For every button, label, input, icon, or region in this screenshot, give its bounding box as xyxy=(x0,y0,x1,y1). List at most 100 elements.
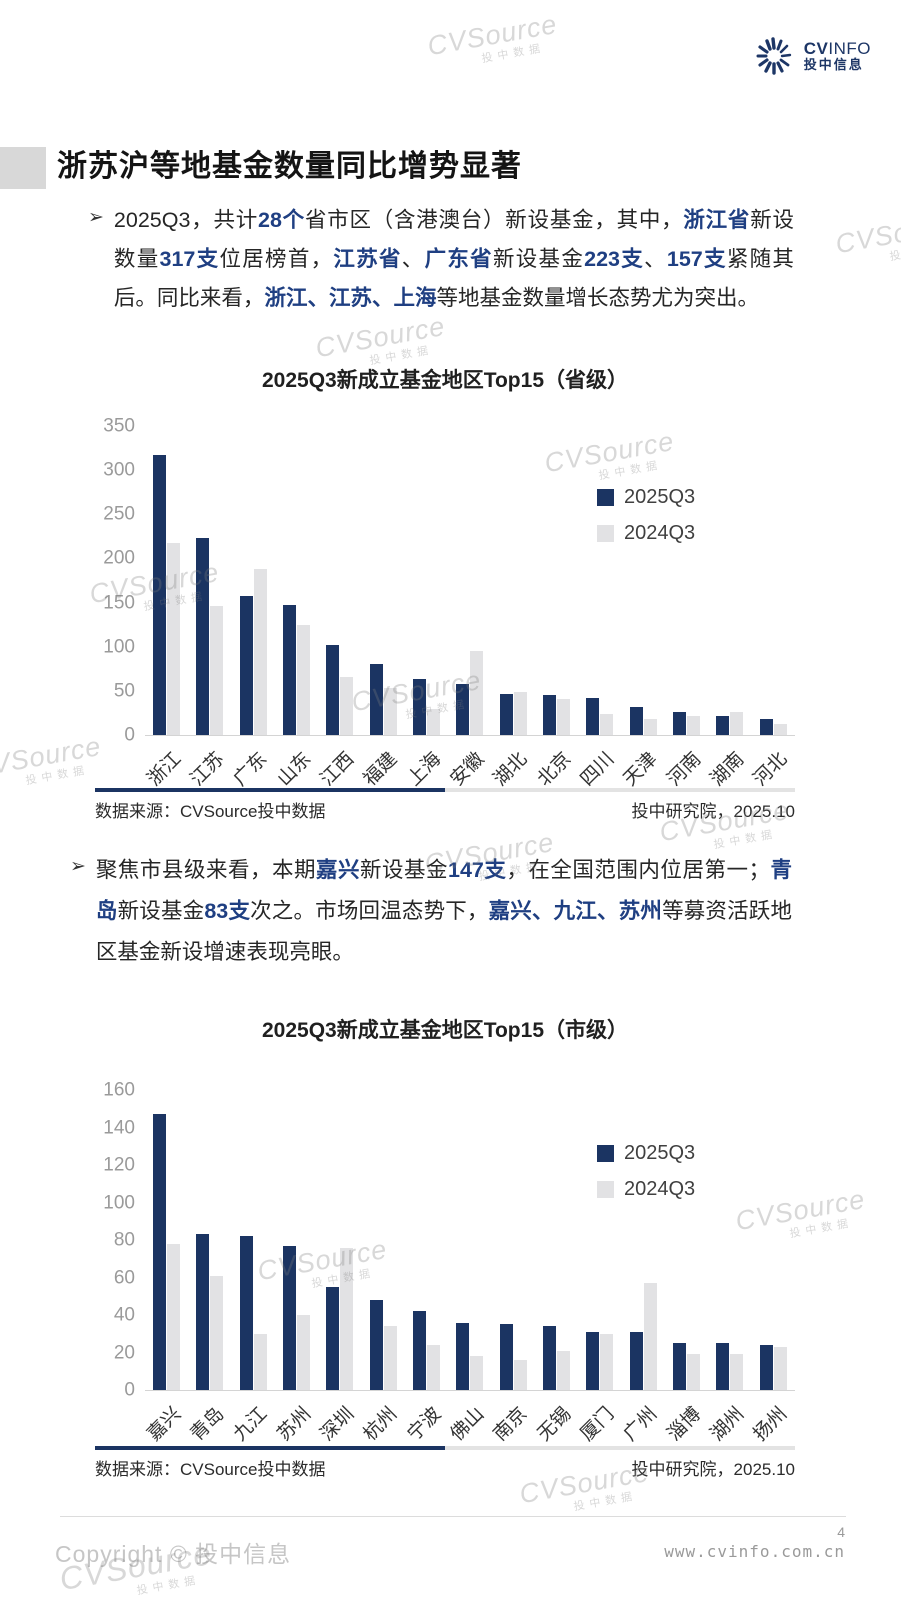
y-axis-label: 300 xyxy=(103,459,135,481)
highlighted-text: 嘉兴 xyxy=(315,858,360,882)
x-axis-tick: 广东 xyxy=(230,736,272,791)
x-axis-tick: 扬州 xyxy=(750,1391,792,1446)
x-axis-label-深圳: 深圳 xyxy=(316,1403,359,1446)
x-axis-label-青岛: 青岛 xyxy=(186,1403,229,1446)
y-axis-label: 140 xyxy=(103,1117,135,1138)
bar-2025Q3-江西 xyxy=(326,644,340,735)
highlighted-text: 青岛 xyxy=(95,858,792,923)
body-text: 聚焦市县级来看，本期 xyxy=(95,858,316,882)
bar-2024Q3-河南 xyxy=(687,715,701,735)
x-axis-tick: 天津 xyxy=(620,736,662,791)
x-axis-tick: 宁波 xyxy=(403,1391,445,1446)
paragraph-text: 聚焦市县级来看，本期嘉兴新设基金147支，在全国范围内位居第一；青岛新设基金83… xyxy=(96,850,792,973)
bar-2024Q3-无锡 xyxy=(557,1350,571,1390)
highlighted-text: 28个 xyxy=(257,208,305,232)
bar-group-福建 xyxy=(369,426,397,735)
bar-2025Q3-北京 xyxy=(543,695,557,735)
bar-group-上海 xyxy=(413,426,441,735)
bar-group-山东 xyxy=(283,426,311,735)
bar-group-江西 xyxy=(326,426,354,735)
x-axis-tick: 厦门 xyxy=(577,1391,619,1446)
x-axis-label-佛山: 佛山 xyxy=(446,1403,489,1446)
bar-2024Q3-佛山 xyxy=(470,1356,484,1390)
x-axis-tick: 广州 xyxy=(620,1391,662,1446)
bar-group-南京 xyxy=(499,1090,527,1390)
x-axis-tick: 上海 xyxy=(403,736,445,791)
bar-group-湖州 xyxy=(716,1090,744,1390)
highlighted-text: 嘉兴、九江、苏州 xyxy=(488,899,663,923)
body-text: 省市区（含港澳台）新设基金，其中， xyxy=(304,208,684,232)
logo-brand-en: CVINFO xyxy=(803,38,871,58)
x-axis-tick: 湖南 xyxy=(707,736,749,791)
x-axis-label-无锡: 无锡 xyxy=(533,1403,575,1446)
bar-2025Q3-广州 xyxy=(629,1331,643,1390)
x-axis-label-天津: 天津 xyxy=(619,748,662,791)
bar-2025Q3-淄博 xyxy=(673,1343,687,1390)
bar-group-厦门 xyxy=(586,1090,614,1390)
bars-area xyxy=(145,1090,795,1390)
bar-group-广东 xyxy=(239,426,267,735)
bar-2024Q3-厦门 xyxy=(600,1333,614,1390)
page-number: 4 xyxy=(837,1524,845,1540)
x-axis-tick: 江苏 xyxy=(187,736,229,791)
x-axis-label-广东: 广东 xyxy=(229,748,272,791)
bar-group-九江 xyxy=(239,1090,267,1390)
y-axis-label: 250 xyxy=(103,503,135,525)
data-source-label: 数据来源：CVSource投中数据 xyxy=(95,802,326,821)
bar-2025Q3-青岛 xyxy=(196,1234,210,1390)
x-axis-tick: 青岛 xyxy=(187,1391,229,1446)
bar-2024Q3-九江 xyxy=(253,1333,267,1390)
y-axis-label: 100 xyxy=(103,636,135,658)
chart-city-top15: 2025Q3新成立基金地区Top15（市级） 2025Q3 2024Q3 0 20 4… xyxy=(95,1016,795,1446)
y-axis-label: 80 xyxy=(113,1229,135,1251)
bar-2024Q3-安徽 xyxy=(470,651,484,735)
bars-area xyxy=(145,426,795,735)
bar-group-嘉兴 xyxy=(153,1090,181,1390)
bar-2024Q3-南京 xyxy=(513,1360,527,1390)
x-axis-label-福建: 福建 xyxy=(359,748,402,791)
source-divider-accent xyxy=(95,788,445,792)
legend-swatch xyxy=(597,1145,614,1162)
bar-group-天津 xyxy=(629,426,657,735)
bar-group-浙江 xyxy=(153,426,181,735)
copyright-label: Copyright © 投中信息 xyxy=(55,1541,292,1567)
x-axis-label-江西: 江西 xyxy=(316,748,359,791)
bar-2024Q3-淄博 xyxy=(687,1354,701,1390)
x-axis-tick: 南京 xyxy=(490,1391,532,1446)
body-text: 新设基金 xyxy=(117,899,205,923)
bar-group-苏州 xyxy=(283,1090,311,1390)
bar-group-扬州 xyxy=(759,1090,787,1390)
paragraph-province-summary: ➢ 2025Q3，共计28个省市区（含港澳台）新设基金，其中，浙江省新设数量31… xyxy=(88,201,794,318)
bar-2024Q3-嘉兴 xyxy=(167,1243,181,1390)
body-text: 次之。市场回温态势下， xyxy=(250,899,489,923)
bar-group-北京 xyxy=(543,426,571,735)
bar-2025Q3-深圳 xyxy=(326,1286,340,1390)
x-axis-label-厦门: 厦门 xyxy=(576,1403,619,1446)
legend-item-2025Q3: 2025Q3 xyxy=(597,486,695,509)
legend-swatch xyxy=(597,525,614,542)
x-axis-label-浙江: 浙江 xyxy=(143,748,186,791)
x-axis-tick: 湖州 xyxy=(707,1391,749,1446)
y-axis-label: 350 xyxy=(103,415,135,437)
source-divider xyxy=(95,788,795,792)
bullet-arrow-icon: ➢ xyxy=(70,856,86,877)
cvinfo-logo: CVINFO 投中信息 xyxy=(752,34,871,78)
bar-2025Q3-杭州 xyxy=(369,1300,383,1390)
chart-plot-province: 2025Q3 2024Q3 0 50 100 150 200 250 300 350 xyxy=(103,417,795,745)
x-axis-tick: 深圳 xyxy=(317,1391,359,1446)
x-axis-label-扬州: 扬州 xyxy=(749,1403,792,1446)
bar-2024Q3-湖南 xyxy=(730,712,744,735)
legend-label: 2025Q3 xyxy=(624,1142,696,1164)
x-axis-tick: 河南 xyxy=(663,736,705,791)
bar-group-江苏 xyxy=(196,426,224,735)
x-axis-label-湖北: 湖北 xyxy=(489,748,532,791)
x-axis-label-杭州: 杭州 xyxy=(359,1403,402,1446)
x-axis-tick: 四川 xyxy=(577,736,619,791)
x-axis-tick: 无锡 xyxy=(533,1391,575,1446)
source-divider-accent xyxy=(95,1446,445,1450)
title-accent-block xyxy=(0,147,46,189)
bar-2025Q3-湖南 xyxy=(716,715,730,735)
y-axis-label: 0 xyxy=(124,1379,135,1401)
body-text: 等募资活跃地区基金新设增速表现亮眼。 xyxy=(95,899,792,964)
highlighted-text: 江苏省 xyxy=(333,247,402,271)
